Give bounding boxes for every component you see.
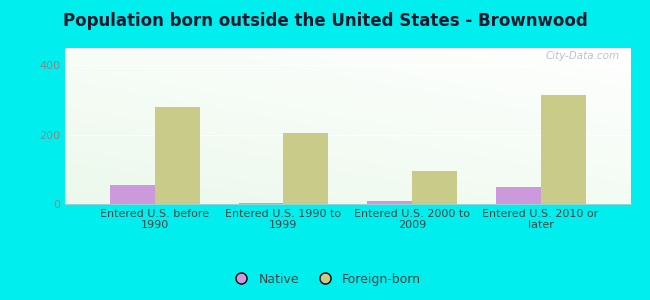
Bar bbox=[110, 185, 155, 204]
Bar bbox=[541, 95, 586, 204]
Text: Population born outside the United States - Brownwood: Population born outside the United State… bbox=[62, 12, 588, 30]
Bar bbox=[155, 107, 200, 204]
Bar bbox=[367, 201, 412, 204]
Bar bbox=[495, 187, 541, 204]
Legend: Native, Foreign-born: Native, Foreign-born bbox=[224, 268, 426, 291]
Bar bbox=[412, 171, 457, 204]
Bar bbox=[283, 133, 328, 204]
Text: City-Data.com: City-Data.com bbox=[545, 51, 619, 61]
Bar bbox=[239, 203, 283, 204]
